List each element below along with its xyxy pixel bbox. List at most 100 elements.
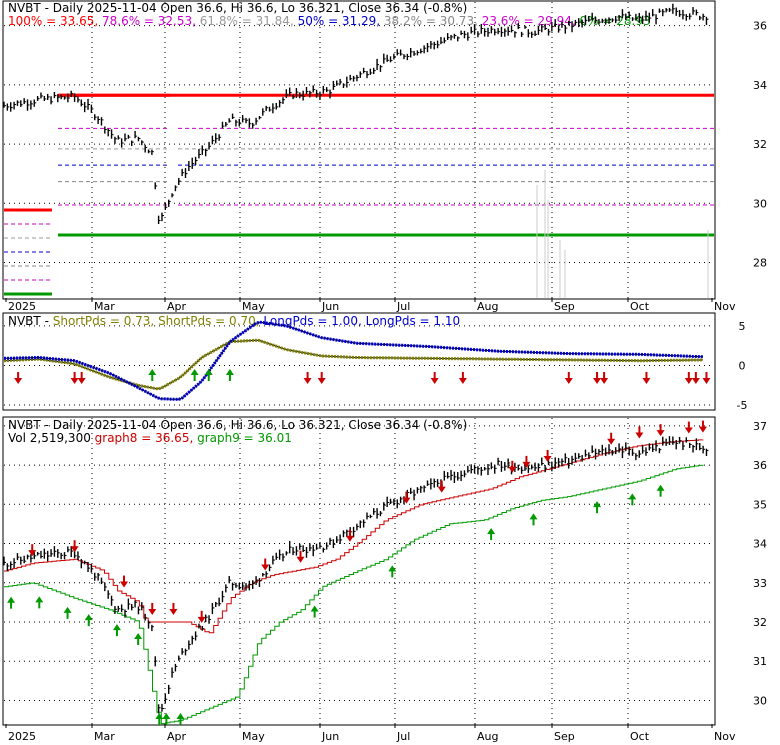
bands-down-arrow [197,616,206,623]
momentum-gridlines [4,325,714,406]
bands-up-arrow [310,605,319,612]
price-xtick-3: May [242,300,265,313]
price-ytick-1: 30 [753,197,767,210]
bands-down-arrow [437,486,446,493]
price-ytick-3: 34 [753,79,767,92]
price-xtick-1: Mar [94,300,115,313]
price-xtick-9: Nov [714,300,736,313]
graph8-line [4,439,704,634]
bands-down-arrow [508,466,517,473]
momentum-panel: NVBT - ShortPds = 0.73, ShortPds = 0.70,… [2,312,748,412]
price-xtick-8: Oct [630,300,650,313]
momentum-down-arrow [702,378,711,384]
bands-down-arrow [148,609,157,615]
momentum-down-arrow [77,378,86,384]
momentum-legend-3: LongPds = 1.00, [263,314,365,328]
fib-legend-2: 61.8% = 31.84, [200,14,298,28]
bands-xtick-4: Jun [321,730,339,743]
price-panel-frame [2,0,716,300]
momentum-down-arrow [564,378,573,384]
bands-up-arrow [388,565,397,572]
bands-panel: NVBT - Daily 2025-11-04 Open 36.6, Hi 36… [2,416,767,743]
momentum-down-arrow [303,378,312,384]
bands-down-arrow [345,535,354,542]
fibonacci-levels [4,93,714,298]
momentum-ytick-1: 0 [739,359,746,372]
bands-xtick-9: Nov [714,730,736,743]
bands-up-arrow [7,596,16,603]
fib-legend-4: 38.2% = 30.73, [384,14,482,28]
bands-down-arrow [296,556,305,563]
momentum-down-arrow [691,378,700,384]
price-x-ticks: 2025 Mar Apr May Jun Jul Aug Sep Oct Nov [5,298,736,313]
price-bars [3,3,709,224]
momentum-down-arrow [430,378,439,384]
bands-ytick-5: 35 [753,498,767,511]
momentum-legend-2: ShortPds = 0.70, [158,314,263,328]
bands-legend: Vol 2,519,300 graph8 = 36.65, graph9 = 3… [8,431,292,445]
price-xtick-5: Jul [396,300,410,313]
bands-down-arrow [120,581,129,588]
bands-panel-title: NVBT - Daily 2025-11-04 Open 36.6, Hi 36… [8,418,467,432]
bands-up-arrow [176,713,185,719]
bands-ytick-7: 37 [753,420,767,433]
momentum-up-arrow [225,369,234,375]
bands-down-arrow [684,427,693,434]
bands-lines [4,439,704,725]
bands-xtick-1: Mar [94,730,115,743]
bands-up-arrow [656,484,665,491]
momentum-ytick-0: 5 [739,320,746,333]
momentum-legend-4: LongPds = 1.10 [366,314,461,328]
price-ytick-4: 36 [753,20,767,33]
bands-up-arrow [63,606,72,613]
bands-signal-arrows [7,420,707,725]
bands-up-arrow [84,614,93,621]
price-xtick-7: Sep [554,300,575,313]
bands-xtick-6: Aug [477,730,498,743]
price-fibonacci-panel: NVBT - Daily 2025-11-04 Open 36.6, Hi 36… [2,0,767,313]
bands-xtick-7: Sep [554,730,575,743]
momentum-legend-0: NVBT - [8,314,53,328]
momentum-up-arrow [190,369,199,375]
shortpds-line [3,338,703,391]
bands-xtick-3: May [242,730,265,743]
price-gridlines [4,2,714,298]
momentum-legend-1: ShortPds = 0.73, [53,314,158,328]
momentum-down-arrow [70,378,79,384]
bands-up-arrow [155,713,164,719]
momentum-up-arrow [148,369,157,375]
longpds-line [4,320,703,401]
momentum-signal-arrows [14,369,711,384]
momentum-ytick-2: -5 [737,399,748,412]
momentum-down-arrow [593,378,602,384]
bands-ytick-3: 33 [753,577,767,590]
bands-down-arrow [698,426,707,433]
bands-down-arrow [635,432,644,439]
bands-up-arrow [593,501,602,508]
bands-down-arrow [28,550,37,557]
momentum-legend: NVBT - ShortPds = 0.73, ShortPds = 0.70,… [8,314,460,328]
bands-xtick-0: 2025 [8,730,36,743]
bands-down-arrow [522,461,531,468]
price-ytick-0: 28 [753,256,767,269]
momentum-y-ticks: 5 0 -5 [737,320,748,412]
bands-ytick-2: 32 [753,616,767,629]
bands-down-arrow [70,546,79,553]
fib-legend-3: 50% = 31.29, [298,14,384,28]
price-y-ticks: 28 30 32 34 36 [753,20,767,270]
bands-up-arrow [487,528,496,535]
momentum-up-arrow [204,369,213,375]
bands-xtick-5: Jul [396,730,410,743]
momentum-down-arrow [14,378,23,384]
momentum-down-arrow [684,378,693,384]
bands-down-arrow [656,430,665,437]
momentum-down-arrow [458,378,467,384]
bands-up-arrow [162,713,171,719]
price-xtick-0: 2025 [8,300,36,313]
fib-legend-0: 100% = 33.65, [8,14,102,28]
bands-x-ticks: 2025 Mar Apr May Jun Jul Aug Sep Oct Nov [5,724,736,743]
momentum-down-arrow [600,378,609,384]
bands-up-arrow [529,513,538,520]
